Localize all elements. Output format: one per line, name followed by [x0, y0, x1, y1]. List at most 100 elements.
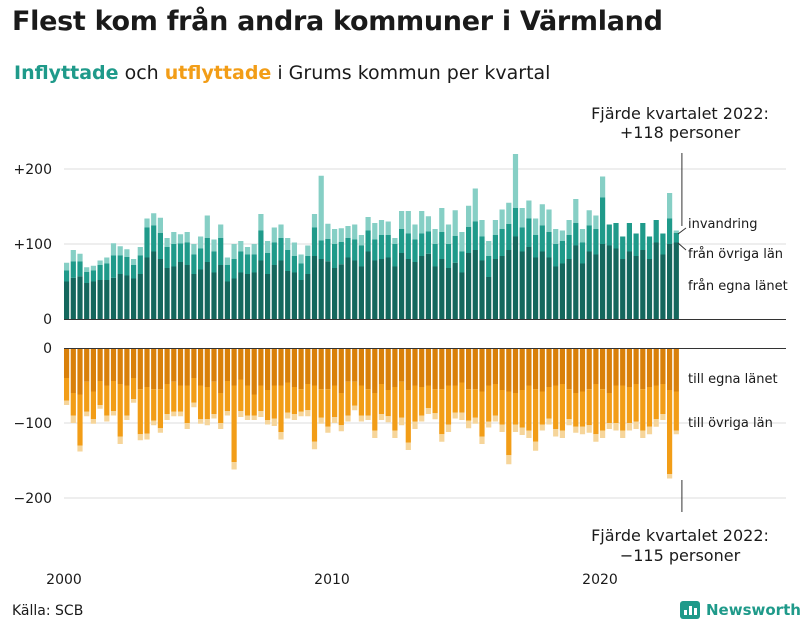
bar-in-abroad: [325, 223, 331, 239]
bar-out-other: [553, 385, 559, 429]
bar-in-abroad: [90, 265, 96, 271]
bar-out-other: [318, 389, 324, 418]
bar-in-abroad: [385, 221, 391, 235]
bar-out-other: [419, 387, 425, 416]
bar-out-own: [573, 348, 579, 393]
bar-in-other: [606, 224, 612, 246]
bar-out-abroad: [445, 424, 452, 432]
bar-in-other: [613, 223, 619, 249]
bar-out-abroad: [432, 413, 438, 420]
bar-in-other: [600, 197, 606, 244]
bar-in-own: [613, 248, 619, 319]
bar-in-own: [177, 262, 184, 319]
bar-in-abroad: [124, 249, 130, 257]
bar-in-own: [305, 274, 311, 319]
bar-out-abroad: [506, 455, 512, 465]
bar-out-abroad: [579, 426, 586, 435]
bar-in-abroad: [546, 209, 552, 232]
bar-out-own: [472, 348, 478, 390]
bar-in-abroad: [271, 227, 277, 243]
bar-out-own: [425, 348, 431, 386]
bar-in-other: [131, 265, 137, 279]
bar-out-other: [137, 389, 143, 435]
newsworthy-logo[interactable]: Newsworthy: [680, 601, 800, 619]
bar-out-abroad: [137, 434, 143, 441]
bar-in-own: [425, 253, 431, 319]
bar-out-own: [519, 348, 525, 390]
bar-in-abroad: [539, 204, 545, 226]
bar-in-other: [358, 245, 364, 267]
bar-out-own: [77, 348, 83, 395]
bar-in-other: [512, 208, 519, 237]
bar-in-abroad: [305, 245, 311, 256]
bar-in-abroad: [358, 235, 364, 246]
bar-out-other: [151, 389, 157, 421]
leader-invandring: [677, 227, 687, 235]
bar-in-abroad: [352, 224, 358, 240]
bar-in-abroad: [499, 209, 505, 229]
bar-out-abroad: [238, 411, 244, 417]
bar-out-other: [566, 389, 572, 420]
bar-out-abroad: [285, 412, 291, 419]
bar-in-own: [285, 271, 291, 319]
bar-out-abroad: [526, 430, 532, 438]
bar-out-abroad: [392, 430, 398, 438]
annotation-bottom-line1: Fjärde kvartalet 2022:: [591, 526, 769, 545]
bar-out-own: [332, 348, 338, 386]
bar-in-abroad: [104, 257, 110, 264]
bar-out-other: [251, 394, 257, 416]
bar-out-abroad: [425, 408, 431, 414]
bar-in-own: [218, 265, 224, 319]
bar-in-other: [425, 231, 431, 254]
bar-out-own: [492, 348, 498, 384]
legend-till-ovriga-lan: till övriga län: [688, 416, 773, 431]
brand-name: Newsworthy: [706, 601, 800, 619]
bar-out-other: [271, 385, 277, 419]
bar-out-other: [512, 393, 519, 425]
bar-in-other: [177, 243, 184, 262]
bar-in-other: [546, 232, 552, 258]
bar-out-other: [144, 387, 150, 434]
bar-out-abroad: [533, 441, 539, 451]
y-tick-label: 0: [43, 341, 52, 357]
legend-invandring: invandring: [688, 217, 757, 232]
bar-out-abroad: [211, 414, 217, 419]
legend-fran-egna-lanet: från egna länet: [688, 279, 788, 294]
bar-in-other: [646, 236, 653, 259]
bar-out-abroad: [131, 399, 137, 403]
bar-in-other: [492, 235, 498, 259]
bar-in-own: [184, 265, 190, 319]
bar-in-own: [151, 251, 157, 319]
bar-out-abroad: [439, 434, 445, 442]
bar-in-other: [372, 239, 378, 261]
axes: [64, 153, 786, 512]
bar-out-abroad: [566, 419, 572, 426]
bar-out-abroad: [412, 421, 418, 429]
bar-out-other: [392, 387, 398, 431]
bar-out-abroad: [600, 430, 606, 438]
bar-in-other: [586, 225, 592, 252]
bar-out-own: [372, 348, 378, 393]
bar-in-own: [204, 262, 210, 319]
bar-out-abroad: [378, 414, 385, 420]
bar-out-abroad: [144, 433, 150, 440]
bar-in-abroad: [472, 188, 478, 222]
bar-out-other: [640, 389, 646, 431]
bar-out-other: [573, 393, 579, 427]
bar-in-own: [445, 268, 452, 319]
bar-out-own: [90, 348, 96, 392]
bar-out-own: [224, 348, 230, 381]
bar-out-abroad: [110, 411, 117, 416]
bar-out-abroad: [372, 430, 378, 438]
bar-in-other: [298, 263, 304, 280]
bar-out-own: [265, 348, 271, 390]
bar-in-own: [566, 259, 572, 319]
bar-in-own: [573, 245, 579, 319]
bar-out-other: [117, 384, 123, 437]
bar-out-own: [204, 348, 210, 387]
labels: +200 +100 0 0 −100 −200 2000 2010 2020 Fjärde kva…: [14, 104, 788, 588]
bar-out-other: [466, 389, 472, 421]
bar-in-abroad: [117, 246, 123, 256]
bar-in-abroad: [157, 217, 163, 233]
bar-out-own: [191, 348, 197, 378]
